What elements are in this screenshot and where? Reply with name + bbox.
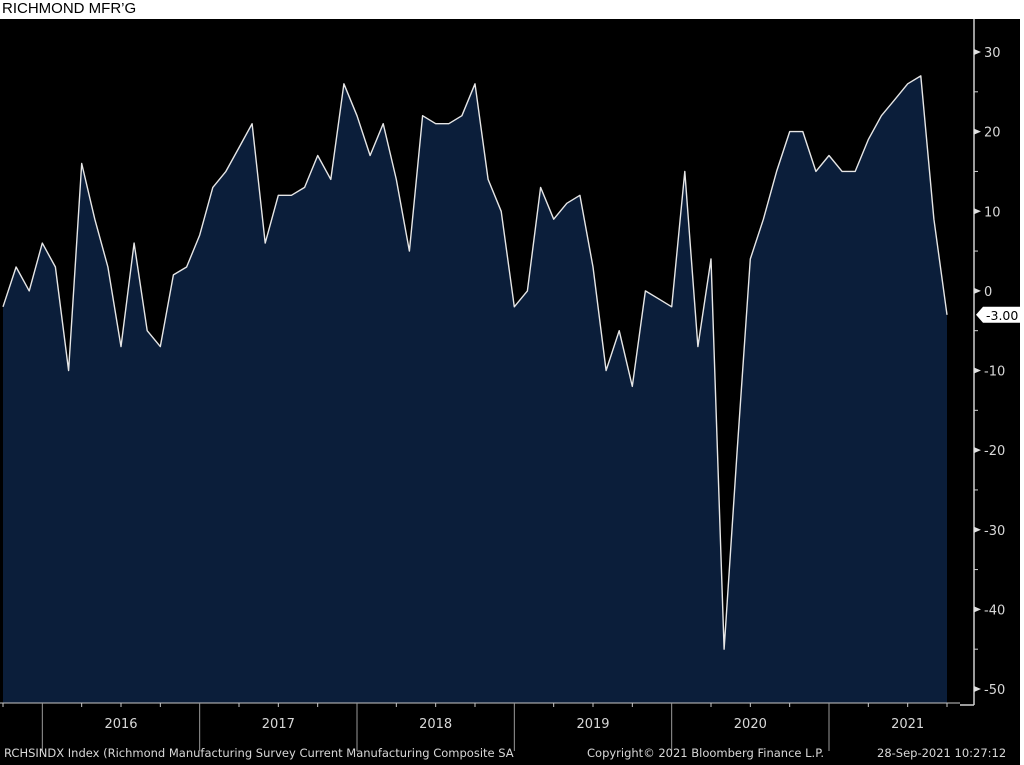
- y-tick: [974, 208, 981, 215]
- last-value-tag: [976, 306, 1024, 323]
- y-tick: [974, 447, 981, 454]
- series-line: [2, 75, 948, 650]
- y-tick-label: -10: [984, 365, 1005, 380]
- y-tick-label: -20: [984, 444, 1005, 459]
- x-axis: 2016 2017 2018 2019 2020 2021: [0, 702, 960, 751]
- x-tick-label: 2020: [734, 717, 767, 732]
- y-tick: [974, 526, 981, 533]
- y-tick: [974, 606, 981, 613]
- y-tick: [974, 128, 981, 135]
- y-tick-label: 30: [984, 46, 1001, 61]
- x-tick-label: 2021: [891, 717, 924, 732]
- y-tick: [974, 367, 981, 374]
- chart-area: -50 -40 -30 -20 -10 0 10 20 30 -3.00 2016 2017 2018…: [0, 19, 1024, 765]
- y-axis: -50 -40 -30 -20 -10 0 10 20 30 -3.00: [960, 19, 1024, 706]
- series-area-fill: [3, 75, 947, 703]
- y-tick-label: 20: [984, 126, 1001, 141]
- y-tick: [974, 287, 981, 294]
- y-tick-label: -50: [984, 683, 1005, 698]
- x-tick-label: 2019: [576, 717, 609, 732]
- timestamp: 28-Sep-2021 10:27:12: [877, 746, 1007, 760]
- y-tick: [974, 686, 981, 692]
- chart-title: RICHMOND MFR’G: [2, 0, 137, 17]
- y-tick-label: -30: [984, 524, 1005, 539]
- y-tick: [974, 49, 981, 55]
- plot-area: [2, 75, 948, 703]
- y-tick-label: -40: [984, 603, 1005, 618]
- x-tick-label: 2017: [262, 717, 295, 732]
- y-tick-label: 10: [984, 205, 1001, 220]
- y-tick-label: 0: [984, 285, 992, 300]
- x-tick-label: 2018: [419, 717, 452, 732]
- series-description: RCHSINDX Index (Richmond Manufacturing S…: [4, 746, 514, 760]
- copyright: Copyright© 2021 Bloomberg Finance L.P.: [587, 746, 824, 760]
- last-value-label: -3.00: [986, 308, 1018, 323]
- x-tick-label: 2016: [104, 717, 137, 732]
